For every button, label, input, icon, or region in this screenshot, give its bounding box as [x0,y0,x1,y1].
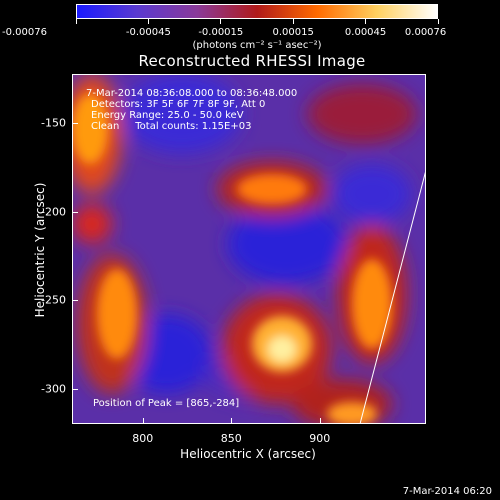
rhessi-image: 7-Mar-2014 08:36:08.000 to 08:36:48.000 … [72,74,426,424]
colorbar-units: (photons cm⁻² s⁻¹ asec⁻²) [192,40,322,51]
y-tick-label: -300 [41,382,66,396]
colorbar-tick-label: 0.00076 [404,27,447,38]
limb-line [359,169,426,424]
y-tick-mark [72,123,78,125]
colorbar-tick-mark [365,19,367,24]
annotation-peak-position: Position of Peak = [865,-284] [93,398,240,409]
x-tick-mark [231,418,233,424]
timestamp-footer: 7-Mar-2014 06:20 [402,486,492,497]
colorbar-tick-mark [437,19,439,24]
colorbar [76,4,438,19]
x-tick-label: 900 [309,432,331,445]
x-tick-label: 800 [132,432,154,445]
annotation-time-range: 7-Mar-2014 08:36:08.000 to 08:36:48.000 [86,88,298,99]
colorbar-tick-label: 0.00015 [272,27,314,38]
y-tick-label: -150 [41,116,66,130]
colorbar-tick-mark [147,19,149,24]
y-tick-mark [72,300,78,302]
colorbar-tick-label: 0.00045 [344,27,387,38]
x-tick-mark [319,418,321,424]
x-axis-label: Heliocentric X (arcsec) [180,447,316,461]
colorbar-tick-label: -0.00076 [2,27,47,38]
x-tick-label: 850 [220,432,242,445]
annotation-detectors: Detectors: 3F 5F 6F 7F 8F 9F, Att 0 [91,99,266,110]
colorbar-tick-label: -0.00045 [125,27,171,38]
colorbar-tick-mark [220,19,222,24]
annotation-energy-range: Energy Range: 25.0 - 50.0 keV [91,110,244,121]
y-axis-label: Heliocentric Y (arcsec) [33,182,47,318]
y-tick-label: -250 [41,293,66,307]
colorbar-tick-mark [75,19,77,24]
y-tick-label: -200 [41,205,66,219]
colorbar-tick-label: -0.00015 [198,27,244,38]
colorbar-tick-mark [292,19,294,24]
plot-title: Reconstructed RHESSI Image [138,52,366,70]
rhessi-map [72,74,426,424]
y-tick-mark [72,211,78,213]
x-tick-mark [142,418,144,424]
annotation-algorithm: Clean Total counts: 1.15E+03 [91,121,252,132]
y-tick-mark [72,388,78,390]
